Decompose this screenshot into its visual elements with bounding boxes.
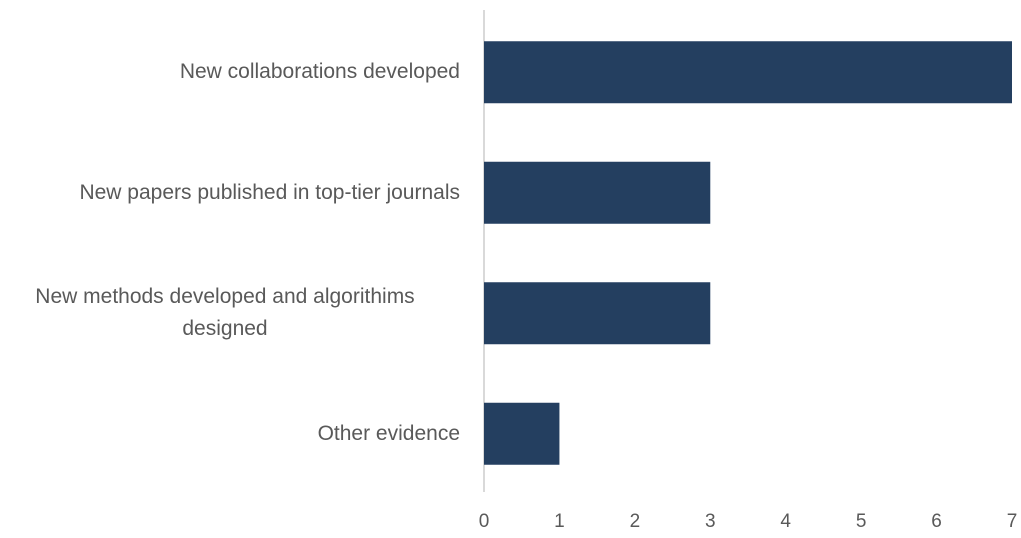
- category-label-box: New collaborations developed: [0, 56, 460, 88]
- y-tick-label: Other evidence: [317, 421, 460, 445]
- bar: [484, 161, 711, 224]
- x-tick-label: 2: [630, 511, 641, 532]
- x-tick-label: 6: [931, 511, 942, 532]
- y-tick-label: New papers published in top-tier journal…: [79, 180, 460, 204]
- x-tick-label: 4: [780, 511, 791, 532]
- y-tick-label: New methods developed and algorithims de…: [35, 285, 415, 341]
- x-tick-label: 3: [705, 511, 716, 532]
- x-tick-label: 5: [856, 511, 867, 532]
- category-label-box: Other evidence: [0, 418, 460, 450]
- bar: [484, 41, 1012, 104]
- category-label-box: New papers published in top-tier journal…: [0, 177, 460, 209]
- x-tick-label: 1: [554, 511, 565, 532]
- x-tick-label: 7: [1007, 511, 1018, 532]
- x-tick-label: 0: [479, 511, 490, 532]
- bar: [484, 402, 560, 465]
- category-label-box: New methods developed and algorithims de…: [0, 281, 460, 345]
- bar: [484, 282, 711, 345]
- y-tick-label: New collaborations developed: [179, 60, 460, 84]
